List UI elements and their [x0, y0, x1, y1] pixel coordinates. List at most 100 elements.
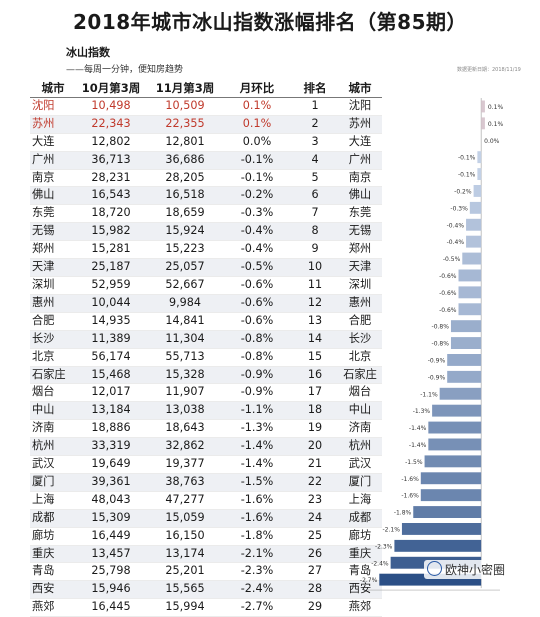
oct-index-cell: 39,361	[74, 473, 148, 492]
mom-cell: -0.3%	[222, 204, 292, 224]
rank-cell: 27	[292, 562, 338, 582]
oct-index-cell: 13,457	[74, 545, 148, 564]
mom-cell: -0.1%	[222, 169, 292, 188]
mom-cell: -0.6%	[222, 294, 292, 313]
oct-index-cell: 11,389	[74, 330, 148, 349]
chart-city-label: 杭州	[338, 437, 382, 457]
chart-city-label: 厦门	[338, 473, 382, 492]
nov-index-cell: 15,059	[148, 509, 222, 528]
rank-cell: 29	[292, 598, 338, 617]
column-header-city-chart: 城市	[338, 80, 382, 98]
oct-index-cell: 33,319	[74, 437, 148, 457]
city-cell: 佛山	[30, 186, 74, 206]
nov-index-cell: 15,994	[148, 598, 222, 617]
bar-7	[469, 201, 482, 214]
nov-index-cell: 18,659	[148, 204, 222, 224]
city-cell: 南京	[30, 169, 74, 188]
chart-city-label: 沈阳	[338, 97, 382, 116]
chart-city-label: 青岛	[338, 562, 382, 582]
city-cell: 广州	[30, 151, 74, 170]
bar-6	[473, 185, 482, 197]
table-row: 杭州 33,319 32,862 -1.4% 20 杭州	[30, 437, 382, 457]
rank-cell: 28	[292, 580, 338, 600]
oct-index-cell: 15,468	[74, 366, 148, 385]
nov-index-cell: 55,713	[148, 348, 222, 367]
bar-18	[439, 387, 482, 400]
city-cell: 燕郊	[30, 598, 74, 617]
chart-city-label: 郑州	[338, 240, 382, 260]
oct-index-cell: 48,043	[74, 491, 148, 510]
bar-13	[458, 303, 482, 316]
bar-25	[413, 506, 482, 518]
nov-index-cell: 15,328	[148, 366, 222, 385]
table-row: 苏州 22,343 22,355 0.1% 2 苏州	[30, 115, 382, 134]
table-row: 长沙 11,389 11,304 -0.8% 14 长沙	[30, 330, 382, 349]
oct-index-cell: 16,543	[74, 186, 148, 206]
oct-index-cell: 15,309	[74, 509, 148, 528]
data-label-4: -0.1%	[458, 155, 476, 162]
rank-cell: 18	[292, 401, 338, 421]
chart-city-label: 中山	[338, 401, 382, 421]
oct-index-cell: 15,281	[74, 240, 148, 260]
chart-city-label: 石家庄	[338, 366, 382, 385]
rank-cell: 8	[292, 222, 338, 242]
oct-index-cell: 10,498	[74, 97, 148, 116]
nov-index-cell: 25,057	[148, 258, 222, 277]
city-cell: 沈阳	[30, 97, 74, 116]
oct-index-cell: 15,982	[74, 222, 148, 242]
chart-city-label: 广州	[338, 151, 382, 170]
city-cell: 廊坊	[30, 527, 74, 546]
update-date-note: 数据更新日期：2018/11/19	[457, 67, 521, 73]
data-label-14: -0.8%	[432, 324, 450, 331]
rank-cell: 13	[292, 312, 338, 331]
mom-cell: -0.8%	[222, 348, 292, 367]
mom-cell: -1.4%	[222, 437, 292, 457]
data-label-22: -1.5%	[405, 459, 423, 466]
city-cell: 石家庄	[30, 366, 74, 385]
nov-index-cell: 18,643	[148, 419, 222, 439]
oct-index-cell: 16,449	[74, 527, 148, 546]
table-row: 中山 13,184 13,038 -1.1% 18 中山	[30, 401, 382, 421]
rank-cell: 3	[292, 133, 338, 152]
bar-2	[481, 117, 485, 130]
nov-index-cell: 10,509	[148, 97, 222, 116]
table-row: 烟台 12,017 11,907 -0.9% 17 烟台	[30, 383, 382, 403]
city-cell: 烟台	[30, 383, 74, 403]
city-cell: 厦门	[30, 473, 74, 492]
watermark-text: 欧神小密圈	[445, 563, 506, 577]
nov-index-cell: 28,205	[148, 169, 222, 188]
nov-index-cell: 22,355	[148, 115, 222, 134]
mom-cell: -1.5%	[222, 473, 292, 492]
city-cell: 大连	[30, 133, 74, 152]
mom-cell: -1.8%	[222, 527, 292, 546]
rank-cell: 17	[292, 383, 338, 403]
bar-11	[458, 269, 482, 282]
table-row: 青岛 25,798 25,201 -2.3% 27 青岛	[30, 562, 382, 582]
nov-index-cell: 19,377	[148, 455, 222, 474]
data-label-16: -0.9%	[428, 357, 446, 364]
mom-cell: -0.9%	[222, 383, 292, 403]
table-row: 无锡 15,982 15,924 -0.4% 8 无锡	[30, 222, 382, 242]
city-cell: 郑州	[30, 240, 74, 260]
bar-29	[379, 573, 482, 586]
rank-cell: 14	[292, 330, 338, 349]
column-header-oct-week3: 10月第3周	[74, 80, 148, 98]
bar-20	[428, 421, 482, 434]
bar-14	[450, 320, 482, 333]
mom-cell: 0.0%	[222, 133, 292, 152]
column-header-mom: 月环比	[222, 80, 292, 98]
chart-city-label: 上海	[338, 491, 382, 510]
city-cell: 合肥	[30, 312, 74, 331]
nov-index-cell: 15,565	[148, 580, 222, 600]
data-label-29: -2.7%	[360, 577, 378, 584]
chart-city-label: 合肥	[338, 312, 382, 331]
nov-index-cell: 38,763	[148, 473, 222, 492]
data-label-9: -0.4%	[447, 239, 465, 246]
table-row: 成都 15,309 15,059 -1.6% 24 成都	[30, 509, 382, 528]
city-cell: 无锡	[30, 222, 74, 242]
mom-cell: -0.2%	[222, 186, 292, 206]
bar-16	[447, 354, 482, 366]
mom-cell: 0.1%	[222, 97, 292, 116]
chart-city-label: 无锡	[338, 222, 382, 242]
data-label-23: -1.6%	[401, 476, 419, 483]
